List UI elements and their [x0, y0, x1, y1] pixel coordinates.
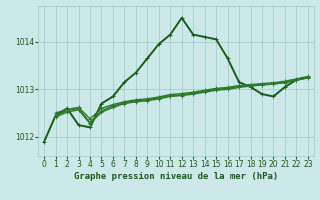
X-axis label: Graphe pression niveau de la mer (hPa): Graphe pression niveau de la mer (hPa) [74, 172, 278, 181]
